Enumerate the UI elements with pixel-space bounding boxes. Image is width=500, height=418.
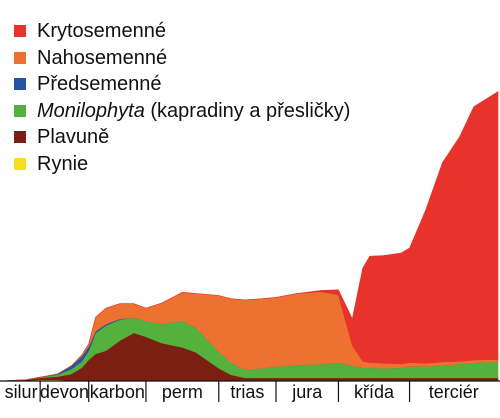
legend-swatch [14, 157, 26, 170]
legend-item: Předsemenné [14, 71, 350, 98]
legend-swatch [14, 104, 26, 117]
legend-swatch [14, 25, 26, 38]
area-krytosemenne [1, 91, 499, 382]
x-tick-label: terciér [429, 382, 479, 402]
x-tick-label: trias [230, 382, 264, 402]
legend-label: Krytosemenné [37, 20, 166, 43]
x-tick-label: jura [291, 382, 323, 402]
legend-item: Krytosemenné [14, 18, 350, 45]
x-tick-label: perm [162, 382, 203, 402]
x-tick-label: křída [354, 382, 395, 402]
x-tick-label: devon [40, 382, 89, 402]
legend-swatch [14, 51, 26, 64]
legend-label: Předsemenné [37, 73, 162, 96]
legend-item: Plavuně [14, 124, 350, 151]
legend-label: Monilophyta (kapradiny a přesličky) [37, 99, 351, 122]
legend-item: Nahosemenné [14, 45, 350, 72]
x-tick-label: silur [5, 382, 38, 402]
legend-item: Rynie [14, 151, 350, 178]
legend-label: Rynie [37, 152, 89, 175]
legend-label: Nahosemenné [37, 46, 168, 69]
legend-swatch [14, 78, 26, 91]
x-axis: silur devon karbon perm trias jura křída tercié… [0, 380, 500, 402]
x-tick-label: karbon [90, 382, 145, 402]
legend: Krytosemenné Nahosemenné Předsemenné Monilo… [14, 18, 350, 177]
legend-item: Monilophyta (kapradiny a přesličky) [14, 98, 350, 125]
area-layers [1, 91, 499, 382]
legend-label: Plavuně [37, 126, 110, 149]
legend-swatch [14, 131, 26, 144]
